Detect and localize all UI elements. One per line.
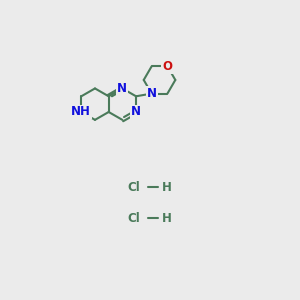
Text: N: N [147, 87, 157, 100]
Text: N: N [131, 106, 141, 118]
Text: H: H [162, 181, 172, 194]
Text: Cl: Cl [127, 212, 140, 225]
Text: H: H [162, 212, 172, 225]
Text: O: O [162, 60, 172, 73]
Text: NH: NH [71, 106, 91, 118]
Text: Cl: Cl [127, 181, 140, 194]
Text: N: N [117, 82, 128, 95]
